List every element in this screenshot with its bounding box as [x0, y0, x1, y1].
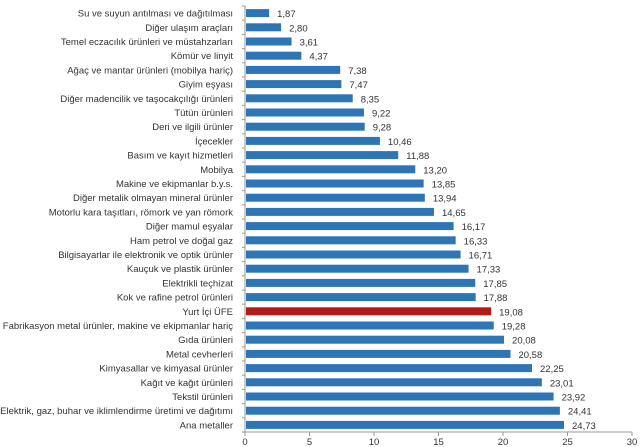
value-label: 19,28	[502, 322, 526, 333]
bar	[246, 406, 560, 415]
bar	[246, 392, 554, 401]
category-label: Tekstil ürünleri	[172, 392, 233, 403]
category-label: Ağaç ve mantar ürünleri (mobilya hariç)	[67, 65, 233, 76]
x-tick-label: 15	[433, 437, 444, 447]
category-label: Kimyasallar ve kimyasal ürünler	[99, 364, 233, 375]
bar	[246, 122, 365, 131]
category-label: Diğer ulaşım araçları	[145, 23, 233, 34]
bar	[246, 307, 492, 316]
x-tick-label: 20	[498, 437, 509, 447]
bar	[246, 136, 380, 145]
bar	[246, 151, 399, 160]
bar	[246, 420, 565, 429]
bar	[246, 193, 425, 202]
x-tick-label: 5	[307, 437, 312, 447]
bar	[246, 65, 341, 74]
category-label: Motorlu kara taşıtları, römork ve yan rö…	[49, 207, 233, 218]
category-label: Kauçuk ve plastik ürünler	[127, 264, 233, 275]
category-label: Bilgisayarlar ile elektronik ve optik ür…	[58, 250, 233, 261]
bar	[246, 94, 353, 103]
category-label: Elektrik, gaz, buhar ve iklimlendirme ür…	[0, 406, 233, 417]
category-label: Elektrikli teçhizat	[162, 278, 233, 289]
value-label: 17,33	[477, 265, 501, 276]
value-label: 13,85	[432, 180, 456, 191]
value-label: 4,37	[309, 52, 328, 63]
bar	[246, 378, 542, 387]
value-label: 17,85	[483, 279, 507, 290]
value-label: 2,80	[289, 23, 308, 34]
category-label: Deri ve ilgili ürünler	[152, 122, 233, 133]
x-tick-label: 0	[242, 437, 247, 447]
value-label: 7,38	[348, 66, 367, 77]
bar	[246, 165, 416, 174]
category-label: Ana metaller	[180, 420, 233, 431]
value-label: 24,73	[572, 421, 596, 432]
category-label: Temel eczacılık ürünleri ve müstahzarlar…	[61, 37, 233, 48]
bar	[246, 207, 434, 216]
value-label: 3,61	[300, 38, 319, 49]
category-label: Su ve suyun antılması ve dağıtılması	[78, 9, 233, 20]
bar	[246, 51, 302, 60]
value-label: 19,08	[499, 307, 523, 318]
value-label: 7,47	[349, 80, 368, 91]
value-label: 13,20	[423, 165, 447, 176]
bar	[246, 278, 476, 287]
category-label: Giyim eşyası	[179, 80, 233, 91]
value-label: 8,35	[361, 94, 380, 105]
bar	[246, 80, 342, 89]
value-label: 16,17	[462, 222, 486, 233]
value-label: 24,41	[568, 407, 592, 418]
value-label: 9,22	[372, 109, 391, 120]
bar	[246, 108, 364, 117]
category-label: Ham petrol ve doğal gaz	[130, 236, 233, 247]
bar	[246, 364, 533, 373]
category-label: Diğer mamul eşyalar	[146, 222, 233, 233]
value-label: 17,88	[484, 293, 508, 304]
bar	[246, 335, 505, 344]
category-label: Kağıt ve kağıt ürünleri	[141, 378, 233, 389]
value-label: 10,46	[388, 137, 412, 148]
value-label: 14,65	[442, 208, 466, 219]
value-label: 22,25	[540, 364, 564, 375]
value-label: 16,71	[469, 251, 493, 262]
value-label: 9,28	[373, 123, 392, 134]
bar	[246, 179, 424, 188]
bar	[246, 222, 454, 231]
category-label: Kömür ve linyit	[171, 51, 234, 62]
bar	[246, 23, 282, 32]
value-label: 1,87	[277, 9, 296, 20]
category-label: Diğer metalik olmayan mineral ürünler	[73, 193, 233, 204]
value-label: 23,01	[550, 378, 574, 389]
category-label: Kok ve rafine petrol ürünleri	[117, 293, 233, 304]
category-label: Makine ve ekipmanlar b.y.s.	[116, 179, 233, 190]
category-label: Tütün ürünleri	[174, 108, 233, 119]
category-label: Basım ve kayıt hizmetleri	[127, 151, 233, 162]
bar	[246, 37, 292, 46]
x-tick-label: 30	[627, 437, 638, 447]
bar	[246, 236, 456, 245]
category-label: Gıda ürünleri	[178, 335, 233, 346]
category-label: Mobilya	[200, 165, 233, 176]
bar	[246, 264, 469, 273]
category-label: Diğer madencilik ve taşocakçılığı ürünle…	[60, 94, 233, 105]
bar	[246, 349, 511, 358]
x-tick-label: 25	[562, 437, 573, 447]
value-label: 20,08	[512, 336, 536, 347]
category-label: Metal cevherleri	[166, 349, 233, 360]
value-label: 20,58	[518, 350, 542, 361]
category-label: Fabrikasyon metal ürünler, makine ve eki…	[3, 321, 233, 332]
value-label: 13,94	[433, 194, 457, 205]
bar	[246, 250, 461, 259]
category-label: Yurt İçi ÜFE	[182, 307, 233, 318]
bar	[246, 293, 476, 302]
bar	[246, 9, 270, 18]
bar	[246, 321, 494, 330]
x-tick-label: 10	[369, 437, 380, 447]
value-label: 23,92	[562, 393, 586, 404]
value-label: 16,33	[464, 236, 488, 247]
category-label: İçecekler	[195, 136, 233, 147]
value-label: 11,88	[406, 151, 429, 162]
